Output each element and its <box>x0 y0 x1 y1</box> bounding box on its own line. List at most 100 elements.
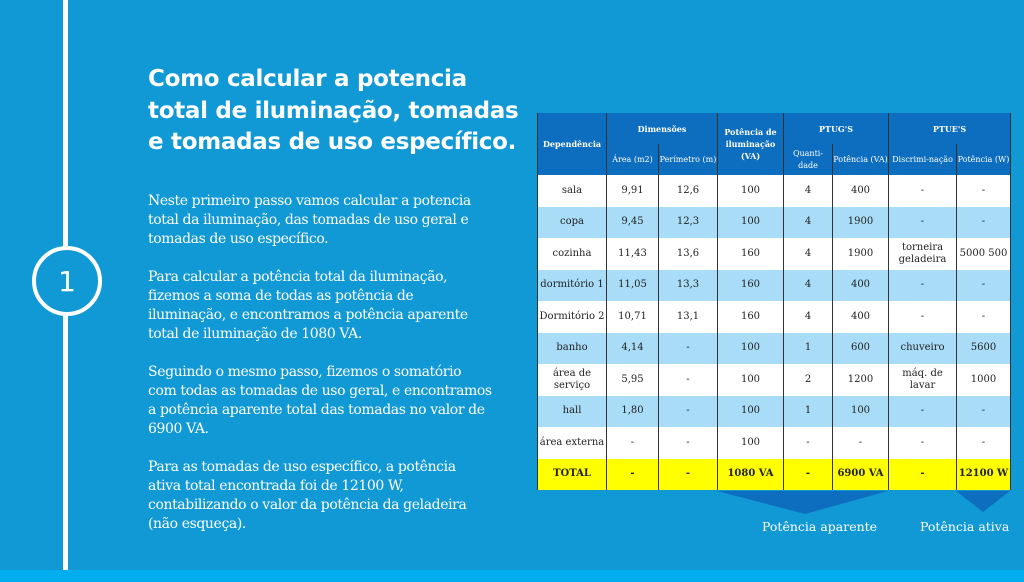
cell-discriminacao: - <box>888 301 957 333</box>
cell-area: 11,43 <box>606 238 659 270</box>
table-row: área de serviço 5,95-100 2 1200 máq. de lava… <box>537 364 1011 396</box>
header-discriminacao: Discrimi-nação <box>888 144 957 175</box>
cell-iluminacao: 100 <box>717 395 784 427</box>
table-row: cozinha 11,43 13,6 160 4 1900 torneira geladei… <box>537 238 1011 270</box>
table-row: Dormitório 2 10,71 13,1 160 4 400- - <box>537 301 1011 333</box>
cell-potencia-va: 400 <box>832 301 889 333</box>
paragraph-line: tomadas de uso específico. <box>148 231 329 247</box>
step-number: 1 <box>58 264 76 298</box>
paragraph-line: Para calcular a potência total da ilumin… <box>148 269 448 285</box>
cell-discriminacao: chuveiro <box>888 332 957 364</box>
paragraph-line: 6900 VA. <box>148 421 209 437</box>
total-dependencia: TOTAL <box>537 458 607 490</box>
paragraph-line: (não esqueça). <box>148 516 246 532</box>
total-potencia-va: 6900 VA <box>832 458 889 490</box>
cell-discriminacao: - <box>888 269 957 301</box>
table-row: copa 9,45 12,3 100 4 1900- - <box>537 206 1011 238</box>
cell-area: 1,80 <box>606 395 659 427</box>
header-potencia-va: Potência (VA) <box>832 144 889 175</box>
header-ptues: PTUE'S <box>888 113 1011 144</box>
total-perimetro: - <box>658 458 718 490</box>
cell-iluminacao: 100 <box>717 332 784 364</box>
cell-quantidade: 2 <box>783 364 833 396</box>
cell-area: 4,14 <box>606 332 659 364</box>
cell-discriminacao: máq. de lavar <box>888 364 957 396</box>
arrow-aparente-icon <box>717 491 888 514</box>
cell-area: 9,91 <box>606 175 659 207</box>
cell-quantidade: 4 <box>783 238 833 270</box>
header-ptugs: PTUG'S <box>783 113 889 144</box>
cell-area: 5,95 <box>606 364 659 396</box>
cell-potencia-w: - <box>956 301 1011 333</box>
header-quantidade: Quanti-dade <box>783 144 833 175</box>
cell-potencia-w: 1000 <box>956 364 1011 396</box>
cell-dependencia: dormitório 1 <box>537 269 607 301</box>
body-text: Neste primeiro passo vamos calcular a po… <box>148 192 528 553</box>
total-potencia-w: 12100 W <box>956 458 1011 490</box>
paragraph-line: Para as tomadas de uso específico, a pot… <box>148 459 456 475</box>
cell-potencia-w: - <box>956 269 1011 301</box>
total-iluminacao: 1080 VA <box>717 458 784 490</box>
cell-dependencia: copa <box>537 206 607 238</box>
cell-potencia-w: - <box>956 395 1011 427</box>
page-title: Como calcular a potencia total de ilumin… <box>148 64 528 159</box>
cell-iluminacao: 100 <box>717 206 784 238</box>
cell-potencia-va: 400 <box>832 175 889 207</box>
cell-area: 9,45 <box>606 206 659 238</box>
table-row: dormitório 1 11,05 13,3 160 4 400- - <box>537 269 1011 301</box>
cell-quantidade: 4 <box>783 206 833 238</box>
cell-potencia-va: 1900 <box>832 206 889 238</box>
cell-dependencia: banho <box>537 332 607 364</box>
cell-dependencia: hall <box>537 395 607 427</box>
cell-potencia-va: 1900 <box>832 238 889 270</box>
cell-dependencia: área externa <box>537 427 607 459</box>
cell-dependencia: cozinha <box>537 238 607 270</box>
cell-perimetro: - <box>658 332 718 364</box>
cell-discriminacao: - <box>888 427 957 459</box>
cell-perimetro: 13,1 <box>658 301 718 333</box>
header-potencia-w: Potência (W) <box>956 144 1011 175</box>
header-iluminacao: Potência de iluminação (VA) <box>717 113 784 175</box>
cell-dependencia: área de serviço <box>537 364 607 396</box>
cell-perimetro: 13,6 <box>658 238 718 270</box>
paragraph: Seguindo o mesmo passo, fizemos o somató… <box>148 363 528 439</box>
cell-discriminacao: - <box>888 206 957 238</box>
total-quantidade: - <box>783 458 833 490</box>
cell-potencia-w: 5600 <box>956 332 1011 364</box>
cell-area: 11,05 <box>606 269 659 301</box>
cell-dependencia: sala <box>537 175 607 207</box>
title-line: Como calcular a potencia <box>148 66 467 92</box>
table-row: sala 9,91 12,6 100 4 400- - <box>537 175 1011 207</box>
cell-perimetro: 13,3 <box>658 269 718 301</box>
cell-area: 10,71 <box>606 301 659 333</box>
cell-iluminacao: 100 <box>717 427 784 459</box>
cell-potencia-va: 1200 <box>832 364 889 396</box>
label-potencia-aparente: Potência aparente <box>762 519 878 534</box>
cell-iluminacao: 100 <box>717 175 784 207</box>
cell-iluminacao: 160 <box>717 238 784 270</box>
cell-potencia-va: 400 <box>832 269 889 301</box>
cell-discriminacao: - <box>888 175 957 207</box>
cell-perimetro: 12,6 <box>658 175 718 207</box>
cell-potencia-va: 100 <box>832 395 889 427</box>
table-row: área externa - -100- - - - <box>537 427 1011 459</box>
cell-dependencia: Dormitório 2 <box>537 301 607 333</box>
paragraph-line: contabilizando o valor da potência da ge… <box>148 497 467 513</box>
cell-potencia-va: - <box>832 427 889 459</box>
arrow-ativa-icon <box>956 491 1010 512</box>
paragraph-line: com todas as tomadas de uso geral, e enc… <box>148 383 492 399</box>
paragraph-line: fizemos a soma de todas as potência de <box>148 288 414 304</box>
cell-quantidade: 4 <box>783 175 833 207</box>
total-discriminacao: - <box>888 458 957 490</box>
cell-iluminacao: 160 <box>717 269 784 301</box>
cell-potencia-w: - <box>956 427 1011 459</box>
paragraph-line: ativa total encontrada foi de 12100 W, <box>148 478 404 494</box>
table-row: banho 4,14-100 1 600 chuveiro 5600 <box>537 332 1011 364</box>
table-row: hall 1,80-100 1 100- - <box>537 395 1011 427</box>
paragraph-line: Seguindo o mesmo passo, fizemos o somató… <box>148 364 462 380</box>
cell-perimetro: 12,3 <box>658 206 718 238</box>
paragraph: Para calcular a potência total da ilumin… <box>148 268 528 344</box>
cell-perimetro: - <box>658 427 718 459</box>
title-line: total de iluminação, tomadas <box>148 97 519 124</box>
paragraph: Para as tomadas de uso específico, a pot… <box>148 458 528 534</box>
